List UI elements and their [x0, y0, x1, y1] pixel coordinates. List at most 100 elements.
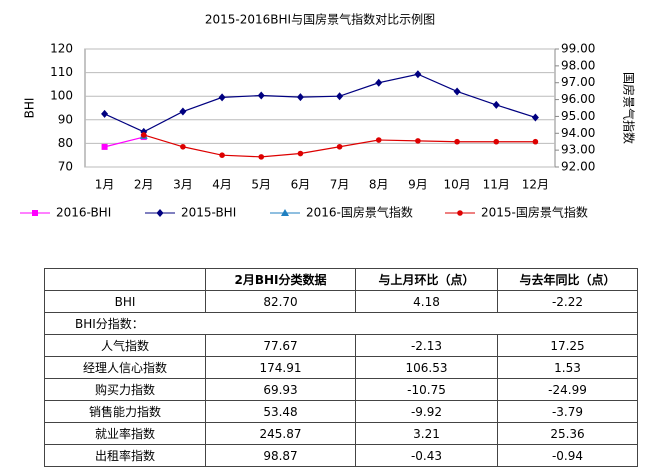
legend-marker — [457, 210, 463, 216]
point — [180, 143, 186, 150]
table-row: 出租率指数 98.87 -0.43 -0.94 — [44, 444, 638, 467]
point — [101, 143, 108, 150]
point — [454, 138, 460, 145]
table-cell: 69.93 — [205, 378, 356, 401]
legend-label: 2015-国房景气指数 — [481, 205, 588, 220]
x-tick-label: 5月 — [251, 178, 271, 192]
table-cell: 1.53 — [497, 356, 638, 379]
table-cell: -24.99 — [497, 378, 638, 401]
table-cell: 经理人信心指数 — [44, 356, 206, 379]
point — [218, 93, 226, 102]
x-tick-label: 6月 — [291, 178, 311, 192]
y2-tick-label: 95.00 — [561, 109, 595, 123]
point — [414, 70, 422, 79]
y-tick-label: 110 — [50, 65, 73, 79]
y2-tick-label: 94.00 — [561, 126, 595, 140]
x-tick-label: 11月 — [483, 178, 510, 192]
table-cell: 2月BHI分类数据 — [205, 268, 356, 291]
x-tick-label: 9月 — [408, 178, 428, 192]
table-row: BHI分指数： — [44, 312, 638, 335]
y2-tick-label: 98.00 — [561, 58, 595, 72]
table-cell: 出租率指数 — [44, 444, 206, 467]
table-row: 经理人信心指数 174.91 106.53 1.53 — [44, 356, 638, 379]
table-cell: 17.25 — [497, 334, 638, 357]
point — [336, 143, 343, 150]
y2-tick-label: 97.00 — [561, 75, 595, 89]
table-row: BHI 82.70 4.18 -2.22 — [44, 290, 638, 313]
point — [140, 132, 147, 138]
legend-label: 2015-BHI — [181, 206, 236, 220]
chart-title: 2015-2016BHI与国房景气指数对比示例图 — [205, 12, 435, 27]
x-tick-label: 3月 — [173, 178, 193, 192]
point — [531, 113, 539, 122]
table-cell: 与上月环比（点） — [355, 268, 498, 291]
point — [296, 93, 304, 102]
legend-marker — [156, 209, 164, 217]
table-cell: 25.36 — [497, 422, 638, 445]
table-cell: -0.43 — [355, 444, 498, 467]
legend-label: 2016-BHI — [56, 206, 111, 220]
table-cell: -2.13 — [355, 334, 498, 357]
chart: 2015-2016BHI与国房景气指数对比示例图 BHI 国房景气指数 70 80… — [20, 12, 637, 220]
point — [336, 92, 344, 101]
point — [101, 109, 109, 118]
series-line — [104, 73, 536, 133]
point — [532, 138, 539, 145]
table-cell: 77.67 — [205, 334, 356, 357]
table-cell: -0.94 — [497, 444, 638, 467]
table-cell: 就业率指数 — [44, 422, 206, 445]
table-cell: 82.70 — [205, 290, 356, 313]
table-cell: 53.48 — [205, 400, 356, 423]
y-tick-label: 70 — [58, 160, 73, 174]
table-cell: 98.87 — [205, 444, 356, 467]
x-tick-label: 2月 — [134, 178, 154, 192]
point — [375, 137, 382, 143]
x-tick-label: 8月 — [369, 178, 389, 192]
table-row: 就业率指数 245.87 3.21 25.36 — [44, 422, 638, 445]
table-cell: 销售能力指数 — [44, 400, 206, 423]
point — [493, 138, 500, 145]
table-cell: 245.87 — [205, 422, 356, 445]
x-tick-label: 12月 — [522, 178, 549, 192]
point — [219, 152, 225, 158]
table-cell: 购买力指数 — [44, 378, 206, 401]
table-cell: 4.18 — [355, 290, 498, 313]
legend-marker — [32, 210, 38, 216]
y2-tick-label: 93.00 — [561, 143, 595, 157]
point — [492, 100, 500, 109]
point — [179, 107, 187, 116]
table-cell: 3.21 — [355, 422, 498, 445]
legend-marker — [281, 209, 289, 216]
series-line — [104, 136, 144, 148]
point — [453, 87, 461, 96]
y2-tick-label: 92.00 — [561, 160, 595, 174]
x-tick-label: 4月 — [212, 178, 232, 192]
table-cell: -3.79 — [497, 400, 638, 423]
table-cell: -2.22 — [497, 290, 638, 313]
table-cell: -10.75 — [355, 378, 498, 401]
plot-frame — [84, 48, 556, 168]
data-table: 2月BHI分类数据 与上月环比（点） 与去年同比（点） BHI 82.70 4.18 -2.… — [44, 268, 638, 467]
header-row: 2月BHI分类数据 与上月环比（点） 与去年同比（点） — [44, 268, 638, 291]
y-tick-label: 80 — [58, 136, 73, 150]
y-tick-label: 90 — [58, 112, 73, 126]
table-row: 销售能力指数 53.48 -9.92 -3.79 — [44, 400, 638, 423]
table-row: 购买力指数 69.93 -10.75 -24.99 — [44, 378, 638, 401]
table-cell: 106.53 — [355, 356, 498, 379]
point — [257, 91, 265, 100]
table-cell: 174.91 — [205, 356, 356, 379]
table-cell: BHI — [44, 290, 206, 313]
table-cell: -9.92 — [355, 400, 498, 423]
point — [258, 154, 265, 160]
legend-label: 2016-国房景气指数 — [306, 205, 413, 220]
table-row: 人气指数 77.67 -2.13 17.25 — [44, 334, 638, 357]
x-tick-label: 1月 — [95, 178, 115, 192]
y2-tick-label: 96.00 — [561, 92, 595, 106]
y-tick-label: 120 — [50, 42, 73, 56]
point — [415, 138, 421, 144]
point — [297, 150, 304, 157]
y2-axis-label: 国房景气指数 — [622, 72, 637, 144]
x-tick-label: 10月 — [443, 178, 470, 192]
point — [375, 78, 383, 87]
